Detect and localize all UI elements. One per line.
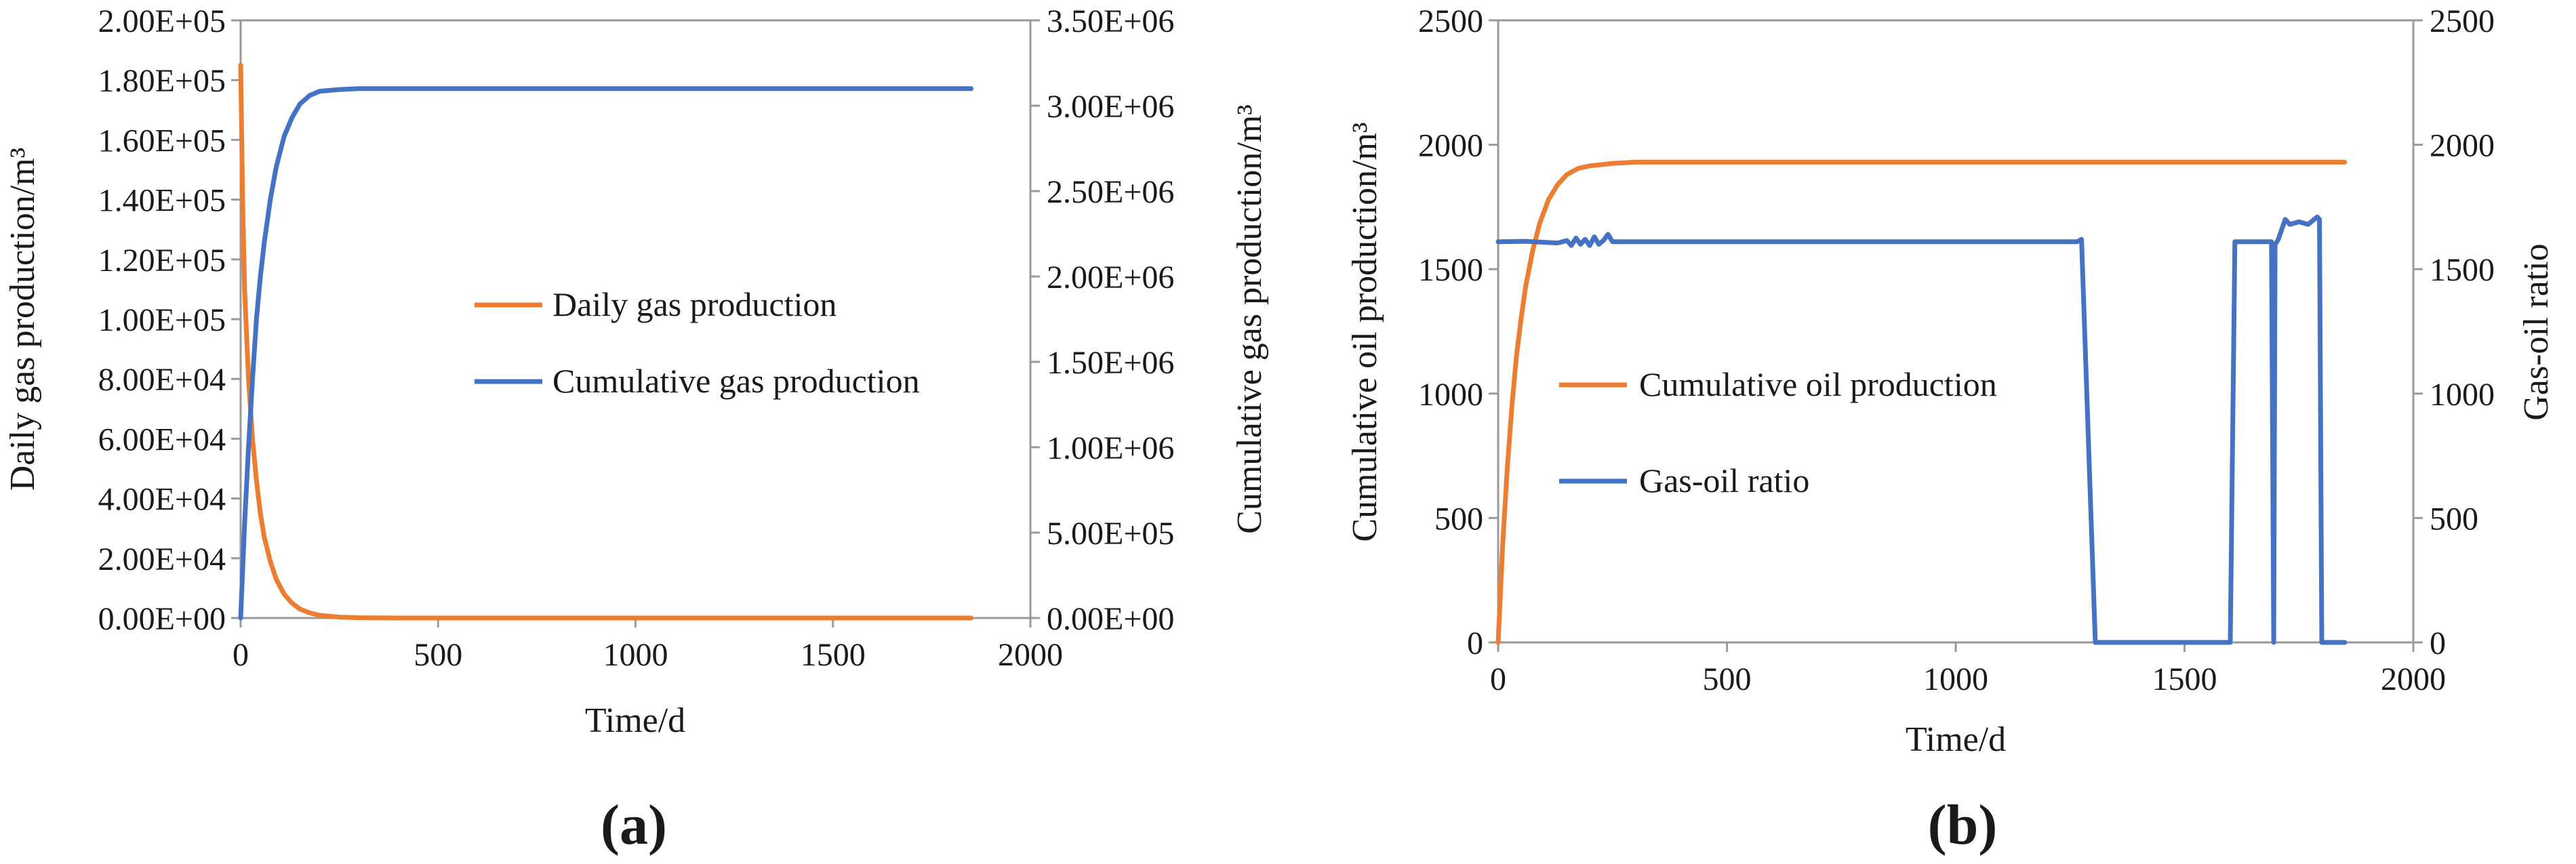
right-y-tick-label: 0.00E+00 [1047, 601, 1174, 637]
x-tick-label: 0 [233, 637, 249, 673]
panel-b-legend: Cumulative oil production Gas-oil ratio [1559, 365, 1997, 499]
series-line-cumulative-gas-production [238, 86, 974, 621]
x-tick-label: 2000 [998, 637, 1063, 673]
right-y-tick-label: 1000 [2430, 377, 2495, 413]
left-y-tick-label: 0.00E+00 [98, 601, 226, 637]
left-y-tick-label: 1.80E+05 [98, 63, 226, 99]
panel-b-legend-label-oil: Cumulative oil production [1639, 365, 1997, 403]
right-y-tick-label: 500 [2430, 501, 2478, 537]
x-tick-label: 1500 [2152, 661, 2217, 697]
x-tick-label: 500 [414, 637, 462, 673]
left-y-tick-label: 2.00E+05 [98, 3, 226, 39]
panel-a-series [238, 62, 974, 621]
panel-b-right-y-ticks: 0 500 1000 1500 2000 2500 [2413, 3, 2495, 661]
right-y-tick-label: 0 [2430, 625, 2446, 661]
right-y-tick-label: 2500 [2430, 3, 2495, 39]
x-tick-label: 500 [1703, 661, 1752, 697]
left-y-tick-label: 8.00E+04 [98, 362, 226, 398]
panel-b-series [1495, 159, 2348, 645]
right-y-tick-label: 2.00E+06 [1047, 260, 1174, 295]
right-y-tick-label: 1.00E+06 [1047, 430, 1174, 466]
left-y-tick-label: 6.00E+04 [98, 421, 226, 457]
left-y-tick-label: 1000 [1418, 377, 1483, 413]
right-y-tick-label: 3.00E+06 [1047, 89, 1174, 125]
panel-b-left-y-axis-label: Cumulative oil production/m³ [1346, 122, 1384, 541]
left-y-tick-label: 4.00E+04 [98, 482, 226, 518]
right-y-tick-label: 5.00E+05 [1047, 516, 1174, 552]
panel-b-x-axis-label: Time/d [1906, 720, 2006, 759]
right-y-tick-label: 2.50E+06 [1047, 174, 1174, 210]
right-y-tick-label: 2000 [2430, 128, 2495, 164]
right-y-tick-label: 1.50E+06 [1047, 345, 1174, 381]
left-y-tick-label: 2000 [1418, 128, 1483, 164]
right-y-tick-label: 3.50E+06 [1047, 3, 1174, 39]
panel-b-left-y-ticks: 0 500 1000 1500 2000 2500 [1418, 3, 1498, 661]
left-y-tick-label: 2.00E+04 [98, 541, 226, 577]
series-line-daily-gas-production [238, 62, 974, 621]
panel-a-left-y-axis-label: Daily gas production/m³ [3, 148, 42, 491]
left-y-tick-label: 1500 [1418, 252, 1483, 288]
left-y-tick-label: 1.60E+05 [98, 123, 226, 159]
left-y-tick-label: 1.20E+05 [98, 243, 226, 279]
panel-b-legend-label-gor: Gas-oil ratio [1639, 461, 1809, 499]
panel-a-left-y-ticks: 0.00E+00 2.00E+04 4.00E+04 6.00E+04 8.00E+04… [98, 3, 241, 637]
panel-a-x-ticks: 0 500 1000 1500 2000 [233, 618, 1063, 673]
x-tick-label: 1000 [1923, 661, 1988, 697]
series-line-cumulative-oil-production [1495, 159, 2348, 645]
x-tick-label: 1500 [801, 637, 866, 673]
panel-b-x-ticks: 0 500 1000 1500 2000 [1490, 642, 2446, 697]
panel-b-chart: 0 500 1000 1500 2000 0 500 1000 1500 2000 2500 0 5… [1346, 3, 2556, 857]
x-tick-label: 2000 [2381, 661, 2446, 697]
left-y-tick-label: 0 [1467, 625, 1483, 661]
panel-a-right-y-ticks: 0.00E+00 5.00E+05 1.00E+06 1.50E+06 2.00E+06… [1030, 3, 1174, 637]
panel-a-legend: Daily gas production Cumulative gas prod… [475, 285, 920, 400]
panel-a-legend-label-daily: Daily gas production [552, 285, 837, 323]
right-y-tick-label: 1500 [2430, 252, 2495, 288]
left-y-tick-label: 500 [1434, 501, 1483, 537]
series-line-gas-oil-ratio [1495, 214, 2348, 645]
x-tick-label: 1000 [603, 637, 668, 673]
left-y-tick-label: 2500 [1418, 3, 1483, 39]
panel-a-chart: 0 500 1000 1500 2000 0.00E+00 2.00E+04 4.00E+0… [3, 3, 1269, 857]
panel-a-right-y-axis-label: Cumulative gas production/m³ [1230, 104, 1269, 534]
panel-a-label: (a) [601, 794, 667, 857]
left-y-tick-label: 1.40E+05 [98, 183, 226, 219]
x-tick-label: 0 [1490, 661, 1506, 697]
panel-b-right-y-axis-label: Gas-oil ratio [2517, 243, 2556, 420]
panel-a-legend-label-cumulative: Cumulative gas production [552, 362, 920, 400]
panel-b-label: (b) [1928, 794, 1998, 857]
panel-a-x-axis-label: Time/d [585, 701, 685, 740]
left-y-tick-label: 1.00E+05 [98, 302, 226, 338]
